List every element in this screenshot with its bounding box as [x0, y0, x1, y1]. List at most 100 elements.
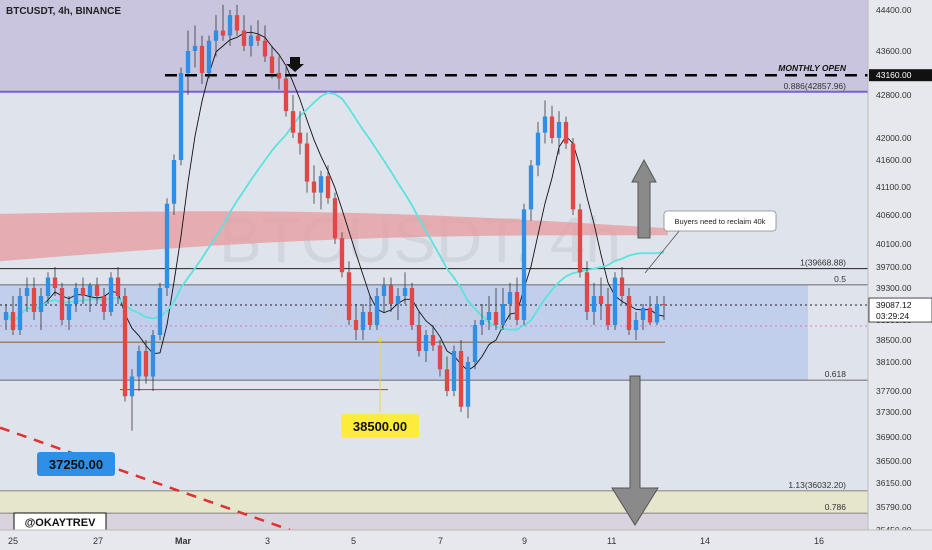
arrow-down-gray	[611, 375, 659, 526]
candle-body	[598, 296, 604, 304]
candle	[521, 203, 527, 325]
candle-body	[605, 304, 611, 325]
candle-body	[248, 35, 254, 46]
candle-body	[654, 304, 660, 323]
candle-body	[542, 116, 548, 133]
candle-body	[171, 160, 177, 204]
time-tick-label: 14	[700, 536, 710, 546]
price-axis-bg	[868, 0, 932, 550]
candle	[101, 288, 107, 320]
candle-body	[395, 296, 401, 304]
candle	[234, 4, 240, 36]
candle-body	[584, 272, 590, 312]
candle	[640, 304, 646, 330]
candle	[129, 369, 135, 431]
price-tick-label: 39700.00	[876, 262, 912, 272]
candle	[262, 25, 268, 62]
candle	[360, 304, 366, 340]
fib-zone	[0, 284, 808, 381]
candle	[17, 288, 23, 335]
candle	[556, 111, 562, 155]
candle-body	[59, 288, 65, 320]
candle	[10, 296, 16, 335]
candle	[549, 105, 555, 144]
candle	[486, 296, 492, 330]
candle-body	[136, 351, 142, 377]
candle-body	[255, 35, 261, 41]
candle	[654, 296, 660, 325]
current-price-badge	[868, 297, 932, 323]
moving-averages	[5, 31, 665, 372]
candle	[325, 165, 331, 204]
candle-body	[374, 296, 380, 325]
candle	[528, 160, 534, 221]
candle-body	[486, 312, 492, 320]
candle-body	[283, 78, 289, 112]
candle-body	[472, 325, 478, 362]
candle-body	[640, 308, 646, 320]
candle-body	[115, 277, 121, 296]
candle	[87, 282, 93, 312]
fib-label: 1(39668.88)	[800, 258, 846, 268]
candle-body	[234, 15, 240, 31]
candle	[472, 320, 478, 370]
candle	[514, 277, 520, 325]
candle-body	[129, 376, 135, 397]
candle-body	[24, 288, 30, 296]
candle	[318, 170, 324, 210]
trendline-red	[0, 426, 291, 532]
candle	[59, 282, 65, 325]
tag-38500-text: 38500.00	[353, 419, 407, 434]
candle	[479, 304, 485, 335]
candle	[206, 35, 212, 79]
candle-body	[304, 143, 310, 182]
candle	[647, 296, 653, 325]
candle	[346, 261, 352, 325]
candle-body	[290, 111, 296, 133]
candle	[276, 56, 282, 90]
candle-body	[108, 277, 114, 312]
monthly-open-badge	[869, 69, 932, 82]
price-tick-label: 37300.00	[876, 407, 912, 417]
candle-body	[241, 30, 247, 46]
candle-body	[479, 320, 485, 325]
demand-zone	[0, 490, 868, 514]
candle-body	[353, 320, 359, 330]
candle-body	[94, 285, 100, 296]
candle	[633, 312, 639, 340]
time-tick-label: 16	[814, 536, 824, 546]
time-tick-label: 25	[8, 536, 18, 546]
candle-body	[549, 116, 555, 138]
time-axis[interactable]: 25 27 Mar 3 5 7 9 11 14 16	[0, 529, 932, 550]
tag-38500-dot	[378, 338, 382, 342]
price-axis[interactable]: 44400.00 43600.00 42800.00 42000.00 41600.00…	[867, 0, 932, 550]
candle-body	[500, 304, 506, 325]
price-tick-label: 41100.00	[876, 182, 911, 192]
candle	[227, 10, 233, 46]
candle-body	[626, 296, 632, 330]
time-tick-label: 9	[522, 536, 527, 546]
candle	[213, 15, 219, 57]
candle	[409, 282, 415, 330]
candle	[66, 296, 72, 330]
candle-body	[80, 288, 86, 296]
candle-body	[381, 285, 387, 296]
time-tick-label: Mar	[175, 536, 192, 546]
price-tick-label: 36150.00	[876, 478, 912, 488]
fib-label: 0.5	[834, 274, 846, 284]
candle	[612, 272, 618, 330]
price-tick-label: 40100.00	[876, 239, 912, 249]
candle	[626, 288, 632, 335]
candle-body	[73, 288, 79, 304]
arrow-down-marker	[286, 57, 304, 72]
current-price-text: 39087.12	[876, 300, 912, 310]
candle-body	[122, 296, 128, 397]
candle-body	[416, 325, 422, 351]
candle-body	[388, 285, 394, 304]
candle-body	[528, 165, 534, 210]
candle	[283, 67, 289, 117]
callout-pointer	[644, 229, 681, 274]
candle	[31, 277, 37, 320]
candle	[73, 282, 79, 312]
